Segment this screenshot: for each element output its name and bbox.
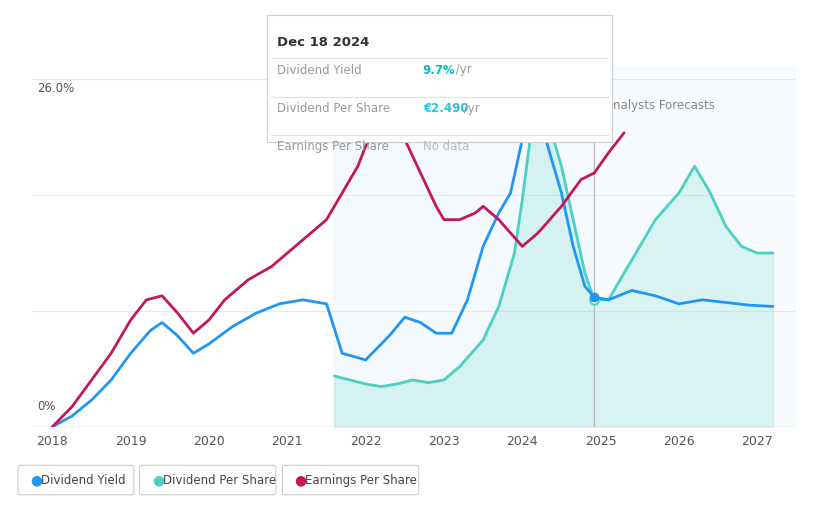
Text: ●: ● — [30, 473, 43, 487]
Text: Dec 18 2024: Dec 18 2024 — [277, 36, 369, 49]
Text: Dividend Yield: Dividend Yield — [277, 64, 361, 77]
Text: Analysts Forecasts: Analysts Forecasts — [604, 100, 714, 112]
Text: Dividend Yield: Dividend Yield — [41, 473, 126, 487]
Text: €2.490: €2.490 — [423, 102, 468, 115]
Text: Past: Past — [553, 100, 577, 112]
Text: 9.7%: 9.7% — [423, 64, 456, 77]
Text: ●: ● — [152, 473, 164, 487]
Text: Earnings Per Share: Earnings Per Share — [305, 473, 417, 487]
Bar — [334, 66, 594, 427]
Text: /yr: /yr — [452, 64, 471, 77]
Text: Dividend Per Share: Dividend Per Share — [277, 102, 390, 115]
Text: Dividend Per Share: Dividend Per Share — [163, 473, 276, 487]
Bar — [594, 66, 796, 427]
Text: ●: ● — [295, 473, 307, 487]
Text: Earnings Per Share: Earnings Per Share — [277, 140, 388, 153]
Text: 26.0%: 26.0% — [38, 82, 75, 95]
Text: No data: No data — [423, 140, 469, 153]
Text: 0%: 0% — [38, 400, 56, 414]
Text: /yr: /yr — [460, 102, 479, 115]
